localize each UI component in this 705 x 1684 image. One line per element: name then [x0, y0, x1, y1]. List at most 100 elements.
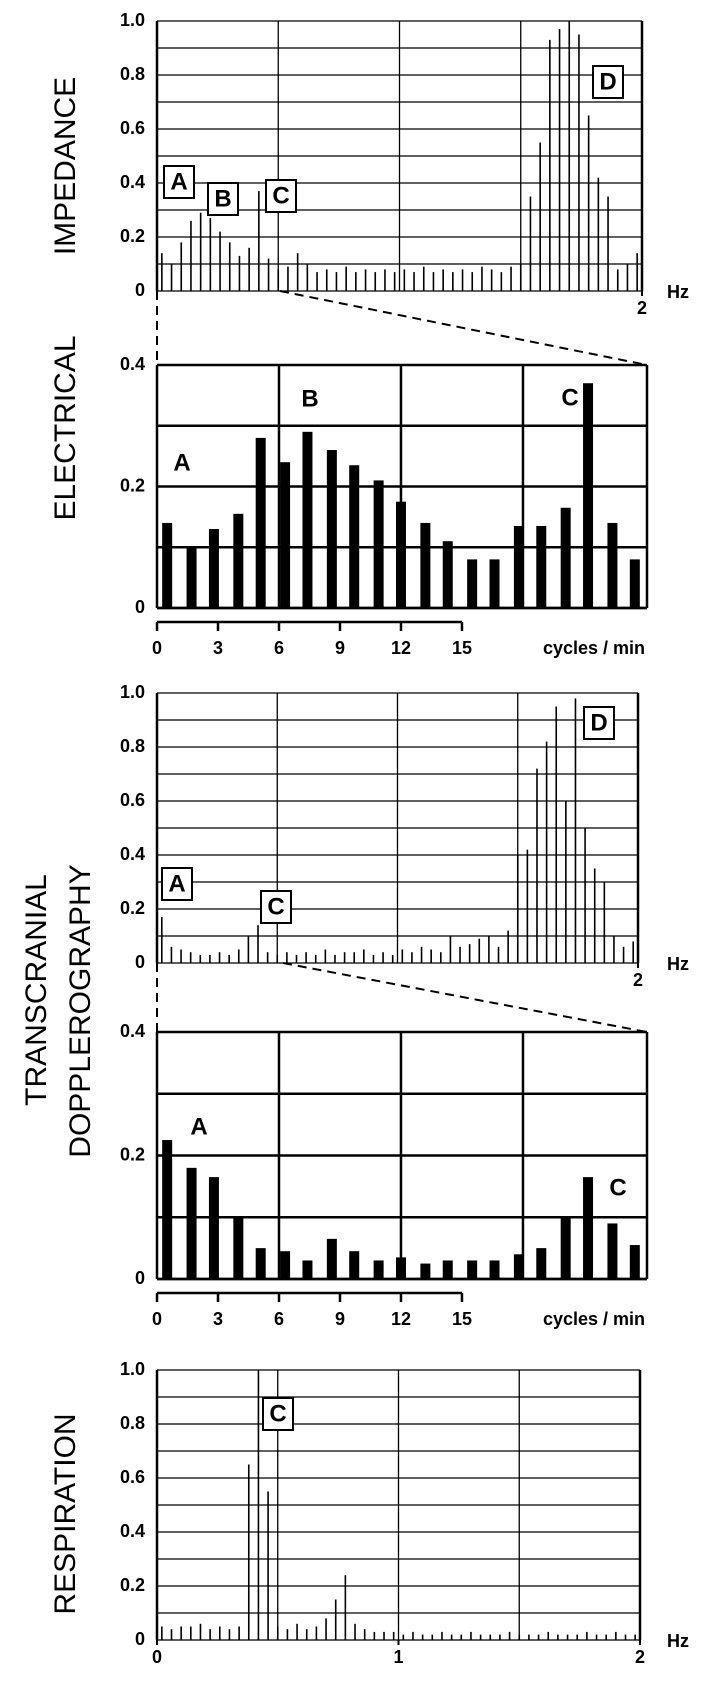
bar: [267, 1491, 269, 1640]
bar: [162, 1140, 173, 1279]
bar: [395, 501, 406, 608]
x-tick-label: 2: [637, 298, 647, 318]
x-tick-label: 9: [335, 1309, 345, 1329]
y-tick-label: 1.0: [120, 1359, 145, 1379]
bar: [186, 547, 197, 608]
bar: [607, 522, 618, 608]
annotation-box: [207, 182, 239, 216]
bar: [460, 1634, 463, 1640]
bar: [382, 952, 384, 963]
x-axis-label: cycles / min: [543, 1309, 645, 1329]
bar: [402, 1634, 405, 1640]
bar: [374, 272, 377, 291]
bar: [228, 1629, 231, 1640]
bar: [353, 952, 356, 963]
bar: [277, 269, 280, 291]
bar: [459, 946, 461, 963]
bar: [248, 247, 250, 291]
bar: [489, 1260, 500, 1279]
y-tick-label: 0.2: [120, 1144, 145, 1164]
annotation: B: [301, 385, 318, 412]
annotation-box: [163, 165, 195, 199]
bar: [186, 1167, 197, 1279]
x-tick-label: 9: [335, 638, 345, 658]
x-tick-label: 15: [452, 638, 472, 658]
bar: [180, 1626, 182, 1640]
bar: [199, 954, 202, 963]
bar: [190, 220, 192, 291]
bar: [536, 525, 547, 608]
bar: [449, 936, 452, 963]
bar: [209, 1629, 211, 1640]
bar: [343, 952, 346, 963]
bar: [349, 1251, 360, 1279]
bar: [528, 1634, 530, 1640]
bar: [286, 1629, 289, 1640]
bar: [170, 946, 173, 963]
y-tick-label: 0.4: [120, 1021, 145, 1041]
bar: [411, 952, 413, 963]
bar: [578, 34, 580, 291]
bar: [257, 925, 259, 963]
bar: [247, 936, 250, 963]
y-tick-label: 0.4: [120, 844, 145, 864]
bar: [209, 954, 211, 963]
annotation: D: [599, 68, 616, 95]
side-label: DOPPLEROGRAPHY: [64, 864, 97, 1157]
bar: [208, 529, 219, 608]
annotation: A: [170, 168, 187, 195]
bar: [481, 266, 483, 291]
bar: [286, 952, 288, 963]
y-tick-label: 0.4: [120, 172, 145, 192]
bar: [209, 218, 212, 291]
bar: [629, 559, 640, 608]
bar: [560, 507, 571, 608]
bar: [393, 272, 396, 291]
bar: [305, 1629, 308, 1640]
bar: [583, 383, 594, 608]
bar: [431, 1634, 434, 1640]
bar: [255, 437, 266, 608]
bar: [345, 266, 347, 291]
x-tick-label: 2: [635, 1647, 645, 1667]
zoom-guide: [279, 290, 648, 366]
y-tick-label: 0.6: [120, 790, 145, 810]
bar: [478, 938, 481, 963]
bar: [326, 450, 337, 608]
bar: [420, 1263, 431, 1279]
x-tick-label: 6: [274, 1309, 284, 1329]
bar: [180, 242, 183, 291]
bar: [199, 212, 202, 291]
bar: [413, 272, 415, 291]
bar: [305, 952, 307, 963]
side-label: TRANSCRANIAL: [20, 874, 53, 1106]
annotation-box: [592, 65, 624, 99]
y-tick-label: 0.8: [120, 736, 145, 756]
bar: [391, 954, 394, 963]
bar: [549, 39, 551, 292]
side-label: ELECTRICAL: [49, 335, 82, 520]
bar: [508, 1631, 511, 1640]
x-tick-label: 6: [274, 638, 284, 658]
y-tick-label: 0.2: [120, 226, 145, 246]
bar: [266, 952, 269, 963]
bar: [536, 1248, 547, 1279]
y-tick-label: 0: [135, 280, 145, 300]
bar: [613, 936, 615, 963]
bar: [537, 1634, 540, 1640]
bar: [349, 465, 360, 608]
bar: [344, 1575, 347, 1640]
bar: [383, 1631, 385, 1640]
x-tick-label: 12: [391, 1309, 411, 1329]
bar: [237, 949, 240, 963]
bar: [403, 269, 406, 291]
x-tick-label: 0: [152, 638, 162, 658]
x-axis-label: Hz: [667, 954, 689, 974]
bar: [287, 266, 289, 291]
bar: [420, 522, 431, 608]
y-tick-label: 0.4: [120, 354, 145, 374]
x-tick-label: 2: [633, 970, 643, 990]
bar: [626, 264, 629, 291]
bar: [489, 559, 500, 608]
